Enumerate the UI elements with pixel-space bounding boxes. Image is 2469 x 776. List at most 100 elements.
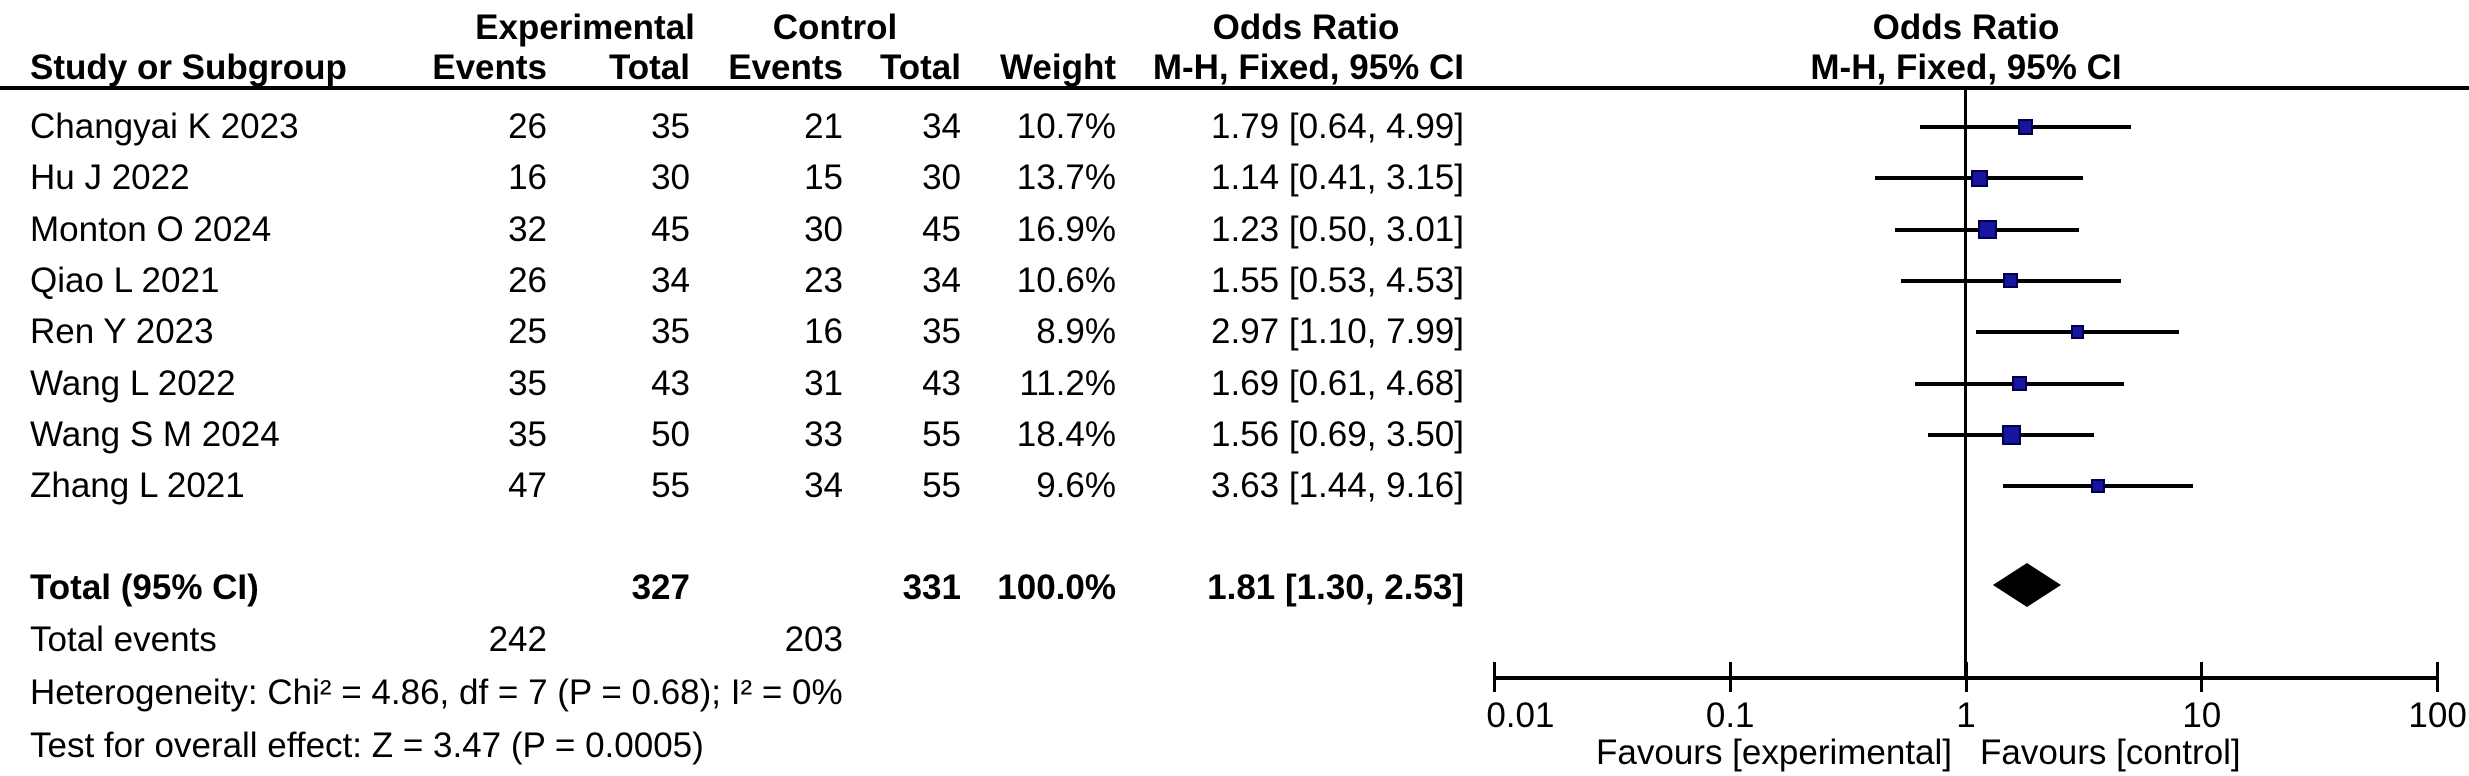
col-header-experimental-events: Events: [432, 48, 547, 87]
study-ctl-total: 55: [922, 466, 961, 506]
study-name: Zhang L 2021: [30, 466, 245, 506]
study-exp-events: 35: [508, 414, 547, 454]
study-weight: 16.9%: [1016, 209, 1116, 249]
study-weight: 18.4%: [1016, 414, 1116, 454]
study-weight: 9.6%: [1036, 466, 1116, 506]
header-experimental: Experimental: [475, 8, 695, 47]
study-name: Hu J 2022: [30, 158, 190, 198]
total-events-label: Total events: [30, 620, 217, 659]
study-name: Wang L 2022: [30, 363, 236, 403]
axis-tick-label: 0.1: [1705, 696, 1755, 735]
or-marker-square: [2090, 478, 2106, 494]
or-marker-square: [2001, 424, 2022, 445]
study-ctl-total: 43: [922, 363, 961, 403]
study-exp-total: 50: [651, 414, 690, 454]
total-events-control: 203: [784, 620, 843, 659]
study-ctl-events: 16: [804, 312, 843, 352]
total-events-experimental: 242: [488, 620, 547, 659]
study-ctl-events: 15: [804, 158, 843, 198]
or-marker-square: [2070, 325, 2085, 340]
study-name: Ren Y 2023: [30, 312, 214, 352]
study-weight: 11.2%: [1019, 363, 1116, 403]
study-ctl-total: 45: [922, 209, 961, 249]
or-marker-square: [2018, 119, 2034, 135]
study-ctl-events: 33: [804, 414, 843, 454]
or-marker-square: [2003, 273, 2019, 289]
study-or-ci: 1.55 [0.53, 4.53]: [1211, 260, 1464, 300]
total-label: Total (95% CI): [30, 568, 259, 607]
study-name: Changyai K 2023: [30, 107, 299, 146]
study-ctl-total: 30: [922, 158, 961, 198]
study-or-ci: 3.63 [1.44, 9.16]: [1211, 466, 1464, 506]
study-or-ci: 1.14 [0.41, 3.15]: [1211, 158, 1464, 198]
total-or-ci: 1.81 [1.30, 2.53]: [1207, 568, 1464, 607]
favours-experimental-label: Favours [experimental]: [1596, 733, 1952, 772]
study-ctl-total: 35: [922, 312, 961, 352]
or-marker-square: [2012, 375, 2028, 392]
study-ctl-events: 30: [804, 209, 843, 249]
study-or-ci: 2.97 [1.10, 7.99]: [1211, 312, 1464, 352]
col-header-control-events: Events: [728, 48, 843, 87]
study-ctl-total: 55: [922, 414, 961, 454]
or-marker-square: [1970, 169, 1988, 187]
axis-tick: [1492, 662, 1496, 692]
axis-tick: [2200, 662, 2204, 692]
study-exp-events: 47: [508, 466, 547, 506]
study-ctl-events: 23: [804, 260, 843, 300]
plot-header-mh-fixed-ci: M-H, Fixed, 95% CI: [1810, 48, 2122, 87]
study-weight: 10.6%: [1016, 260, 1116, 300]
study-exp-total: 35: [651, 107, 690, 146]
header-rule: [0, 86, 2469, 90]
col-header-study-or-subgroup: Study or Subgroup: [30, 48, 347, 87]
study-exp-events: 16: [508, 158, 547, 198]
axis-tick-label: 0.01: [1486, 696, 1555, 735]
study-ctl-events: 31: [804, 363, 843, 403]
axis-tick: [1964, 662, 1968, 692]
header-odds-ratio-table: Odds Ratio: [1212, 8, 1400, 47]
total-experimental-total: 327: [631, 568, 690, 607]
study-exp-events: 26: [508, 107, 547, 146]
study-name: Wang S M 2024: [30, 414, 280, 454]
axis-tick: [2436, 662, 2440, 692]
study-name: Monton O 2024: [30, 209, 272, 249]
axis-tick-label: 1: [1956, 696, 1976, 735]
study-or-ci: 1.69 [0.61, 4.68]: [1211, 363, 1464, 403]
study-exp-events: 35: [508, 363, 547, 403]
study-weight: 13.7%: [1016, 158, 1116, 198]
overall-effect-note: Test for overall effect: Z = 3.47 (P = 0…: [30, 726, 704, 765]
study-ctl-total: 34: [922, 260, 961, 300]
study-weight: 10.7%: [1016, 107, 1116, 146]
axis-tick: [1728, 662, 1732, 692]
axis-tick-label: 100: [2408, 696, 2467, 735]
study-ctl-total: 34: [922, 107, 961, 146]
col-header-mh-fixed-ci: M-H, Fixed, 95% CI: [1152, 48, 1464, 87]
study-exp-total: 30: [651, 158, 690, 198]
study-exp-total: 55: [651, 466, 690, 506]
study-exp-total: 35: [651, 312, 690, 352]
col-header-experimental-total: Total: [608, 48, 690, 87]
total-diamond: [1992, 563, 2062, 607]
study-or-ci: 1.56 [0.69, 3.50]: [1211, 414, 1464, 454]
study-exp-events: 25: [508, 312, 547, 352]
study-ctl-events: 21: [804, 107, 843, 146]
total-weight: 100.0%: [997, 568, 1116, 607]
study-weight: 8.9%: [1036, 312, 1116, 352]
axis-tick-label: 10: [2182, 696, 2222, 735]
header-odds-ratio-plot: Odds Ratio: [1872, 8, 2060, 47]
study-or-ci: 1.23 [0.50, 3.01]: [1211, 209, 1464, 249]
col-header-weight: Weight: [999, 48, 1116, 87]
col-header-control-total: Total: [879, 48, 961, 87]
total-control-total: 331: [902, 568, 961, 607]
study-exp-total: 45: [651, 209, 690, 249]
header-control: Control: [772, 8, 898, 47]
favours-control-label: Favours [control]: [1980, 733, 2241, 772]
study-exp-total: 34: [651, 260, 690, 300]
study-ctl-events: 34: [804, 466, 843, 506]
study-name: Qiao L 2021: [30, 260, 220, 300]
or-marker-square: [1977, 220, 1997, 240]
study-exp-events: 32: [508, 209, 547, 249]
heterogeneity-note: Heterogeneity: Chi² = 4.86, df = 7 (P = …: [30, 673, 843, 712]
study-exp-events: 26: [508, 260, 547, 300]
study-exp-total: 43: [651, 363, 690, 403]
